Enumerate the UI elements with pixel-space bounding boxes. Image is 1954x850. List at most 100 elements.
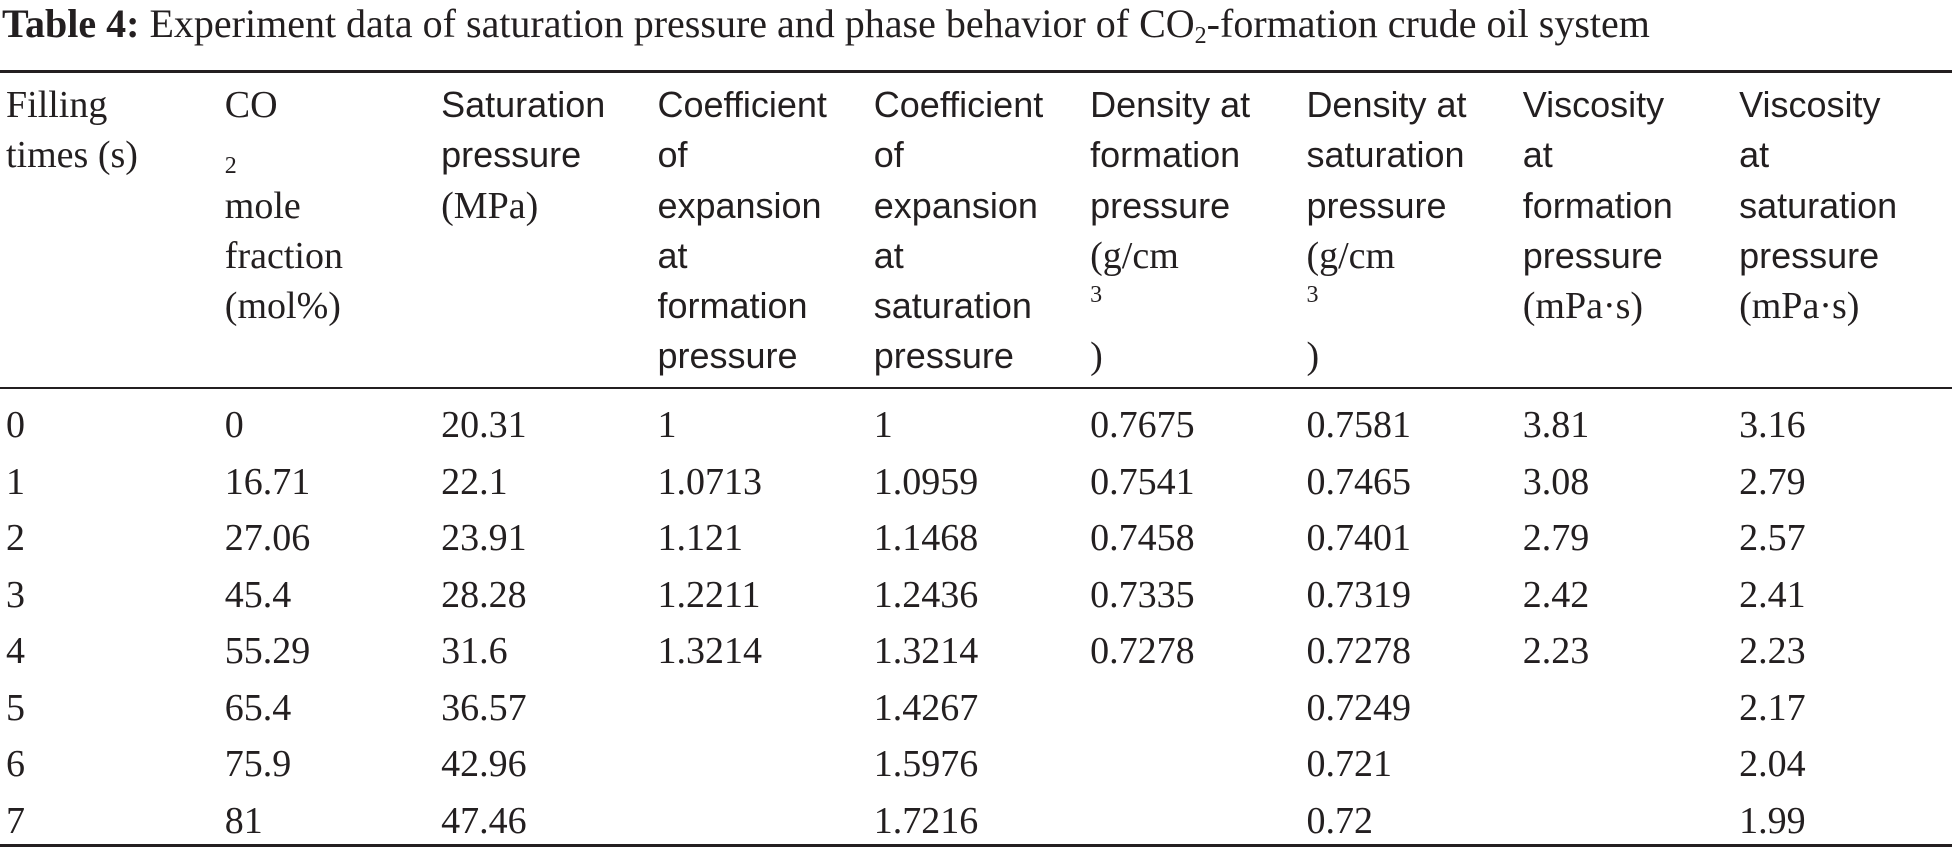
- density-saturation-cell: 0.7249: [1306, 686, 1411, 729]
- expansion-saturation-cell: 1: [873, 404, 893, 446]
- saturation-pressure-cell: 23.91: [441, 517, 527, 559]
- saturation-pressure-cell: 47.46: [441, 799, 527, 842]
- caption-text-part-1: Experiment data of saturation pressure a…: [139, 1, 1195, 46]
- data-table: Filling times (s) CO 2 mole fraction (mol…: [0, 80, 1952, 849]
- viscosity-formation-cell: 2.42: [1522, 573, 1590, 616]
- viscosity-saturation-cell: 1.99: [1739, 799, 1806, 842]
- header-expansion-saturation: Coefficient of expansion at saturation p…: [873, 84, 1044, 377]
- filling-times-cell: 1: [6, 460, 25, 503]
- saturation-pressure-cell: 28.28: [441, 573, 527, 616]
- filling-times-cell: 0: [6, 404, 25, 446]
- density-formation-cell: 0.7541: [1090, 460, 1195, 503]
- expansion-saturation-cell: 1.0959: [873, 460, 979, 503]
- viscosity-saturation-cell: 2.23: [1739, 630, 1806, 672]
- viscosity-saturation-cell: 2.57: [1739, 517, 1806, 559]
- table-row: 6 75.9 42.96 1.5976 0.721 2.04: [0, 736, 1952, 793]
- filling-times-cell: 2: [6, 517, 25, 559]
- filling-times-cell: 3: [6, 573, 25, 616]
- saturation-pressure-cell: 31.6: [441, 630, 508, 672]
- co2-mole-fraction-cell: 27.06: [224, 517, 311, 559]
- viscosity-formation-cell: 3.08: [1522, 460, 1590, 503]
- filling-times-cell: 7: [6, 799, 25, 842]
- viscosity-formation-cell: [1517, 793, 1733, 850]
- saturation-pressure-cell: 20.31: [441, 404, 527, 446]
- viscosity-formation-cell: [1517, 680, 1733, 737]
- header-density-saturation: Density at saturation pressure (g/cm 3): [1306, 84, 1467, 378]
- density-formation-cell: [1084, 680, 1300, 737]
- top-rule: [0, 70, 1952, 73]
- expansion-formation-cell: 1.2211: [657, 573, 761, 616]
- expansion-saturation-cell: 1.2436: [873, 573, 979, 616]
- header-row: Filling times (s) CO 2 mole fraction (mol…: [0, 80, 1952, 387]
- expansion-formation-cell: [651, 736, 867, 793]
- viscosity-saturation-cell: 2.17: [1739, 686, 1806, 729]
- density-formation-cell: 0.7278: [1090, 630, 1195, 672]
- table-row: 4 55.29 31.6 1.3214 1.3214 0.7278 0.7278 2.23 2.…: [0, 623, 1952, 680]
- co2-mole-fraction-cell: 65.4: [224, 686, 292, 729]
- co2-mole-fraction-cell: 55.29: [224, 630, 311, 672]
- caption-text-part-2: -formation crude oil system: [1206, 1, 1650, 46]
- header-viscosity-formation: Viscosity at formation pressure (mPa·s): [1522, 84, 1673, 328]
- viscosity-saturation-cell: 2.41: [1739, 573, 1806, 616]
- saturation-pressure-cell: 42.96: [441, 743, 527, 785]
- table-row: 5 65.4 36.57 1.4267 0.7249 2.17: [0, 680, 1952, 737]
- expansion-formation-cell: 1: [657, 404, 677, 446]
- expansion-saturation-cell: 1.1468: [873, 517, 979, 559]
- saturation-pressure-cell: 36.57: [441, 686, 527, 729]
- co2-mole-fraction-cell: 16.71: [224, 460, 311, 503]
- co2-mole-fraction-cell: 0: [224, 404, 244, 446]
- table-caption: Table 4: Experiment data of saturation p…: [2, 1, 1650, 49]
- density-saturation-cell: 0.7319: [1306, 573, 1411, 616]
- expansion-formation-cell: 1.3214: [657, 630, 762, 672]
- header-rule: [0, 387, 1952, 389]
- density-saturation-cell: 0.7581: [1306, 404, 1411, 446]
- viscosity-saturation-cell: 2.79: [1739, 460, 1806, 503]
- co2-mole-fraction-cell: 45.4: [224, 573, 292, 616]
- table-row: 0 0 20.31 1 1 0.7675 0.7581 3.81 3.16: [0, 397, 1952, 454]
- saturation-pressure-cell: 22.1: [441, 460, 508, 503]
- density-saturation-cell: 0.7278: [1306, 630, 1411, 672]
- density-formation-cell: [1084, 736, 1300, 793]
- header-expansion-formation: Coefficient of expansion at formation pr…: [657, 84, 827, 377]
- table-row: 7 81 47.46 1.7216 0.72 1.99: [0, 793, 1952, 850]
- expansion-saturation-cell: 1.7216: [873, 799, 979, 842]
- density-formation-cell: 0.7458: [1090, 517, 1195, 559]
- density-saturation-cell: 0.721: [1306, 743, 1392, 785]
- viscosity-formation-cell: 2.23: [1522, 630, 1590, 672]
- header-density-formation: Density at formation pressure (g/cm 3): [1090, 84, 1251, 378]
- table-body: 0 0 20.31 1 1 0.7675 0.7581 3.81 3.16 1 16.71 22.1 1…: [0, 387, 1952, 849]
- density-saturation-cell: 0.72: [1306, 799, 1373, 842]
- density-saturation-cell: 0.7465: [1306, 460, 1411, 503]
- density-formation-cell: [1084, 793, 1300, 850]
- density-saturation-cell: 0.7401: [1306, 517, 1411, 559]
- caption-subscript: 2: [1194, 23, 1207, 49]
- viscosity-saturation-cell: 2.04: [1739, 743, 1806, 785]
- expansion-formation-cell: [651, 793, 867, 850]
- expansion-formation-cell: 1.0713: [657, 460, 762, 503]
- density-formation-cell: 0.7335: [1090, 573, 1195, 616]
- table-row: 3 45.4 28.28 1.2211 1.2436 0.7335 0.7319 2.42 2.…: [0, 567, 1952, 624]
- filling-times-cell: 4: [6, 630, 25, 672]
- co2-mole-fraction-cell: 81: [224, 799, 263, 842]
- filling-times-cell: 6: [6, 743, 25, 785]
- expansion-formation-cell: [651, 680, 867, 737]
- viscosity-formation-cell: 3.81: [1522, 404, 1590, 446]
- header-filling-times: Filling times (s): [6, 84, 138, 177]
- expansion-saturation-cell: 1.5976: [873, 743, 979, 785]
- viscosity-formation-cell: [1517, 736, 1733, 793]
- header-co2-mole-fraction: CO 2 mole fraction (mol%): [224, 84, 343, 328]
- header-saturation-pressure: Saturation pressure (MPa): [441, 84, 606, 227]
- viscosity-saturation-cell: 3.16: [1739, 404, 1806, 446]
- table-row: 2 27.06 23.91 1.121 1.1468 0.7458 0.7401 2.79 2.…: [0, 510, 1952, 567]
- header-viscosity-saturation: Viscosity at saturation pressure (mPa·s): [1739, 84, 1898, 328]
- bottom-rule: [0, 844, 1952, 847]
- viscosity-formation-cell: 2.79: [1522, 517, 1590, 559]
- density-formation-cell: 0.7675: [1090, 404, 1195, 446]
- filling-times-cell: 5: [6, 686, 25, 729]
- table-row: 1 16.71 22.1 1.0713 1.0959 0.7541 0.7465 3.08 2.…: [0, 454, 1952, 511]
- expansion-saturation-cell: 1.3214: [873, 630, 979, 672]
- expansion-formation-cell: 1.121: [657, 517, 743, 559]
- co2-mole-fraction-cell: 75.9: [224, 743, 292, 785]
- expansion-saturation-cell: 1.4267: [873, 686, 979, 729]
